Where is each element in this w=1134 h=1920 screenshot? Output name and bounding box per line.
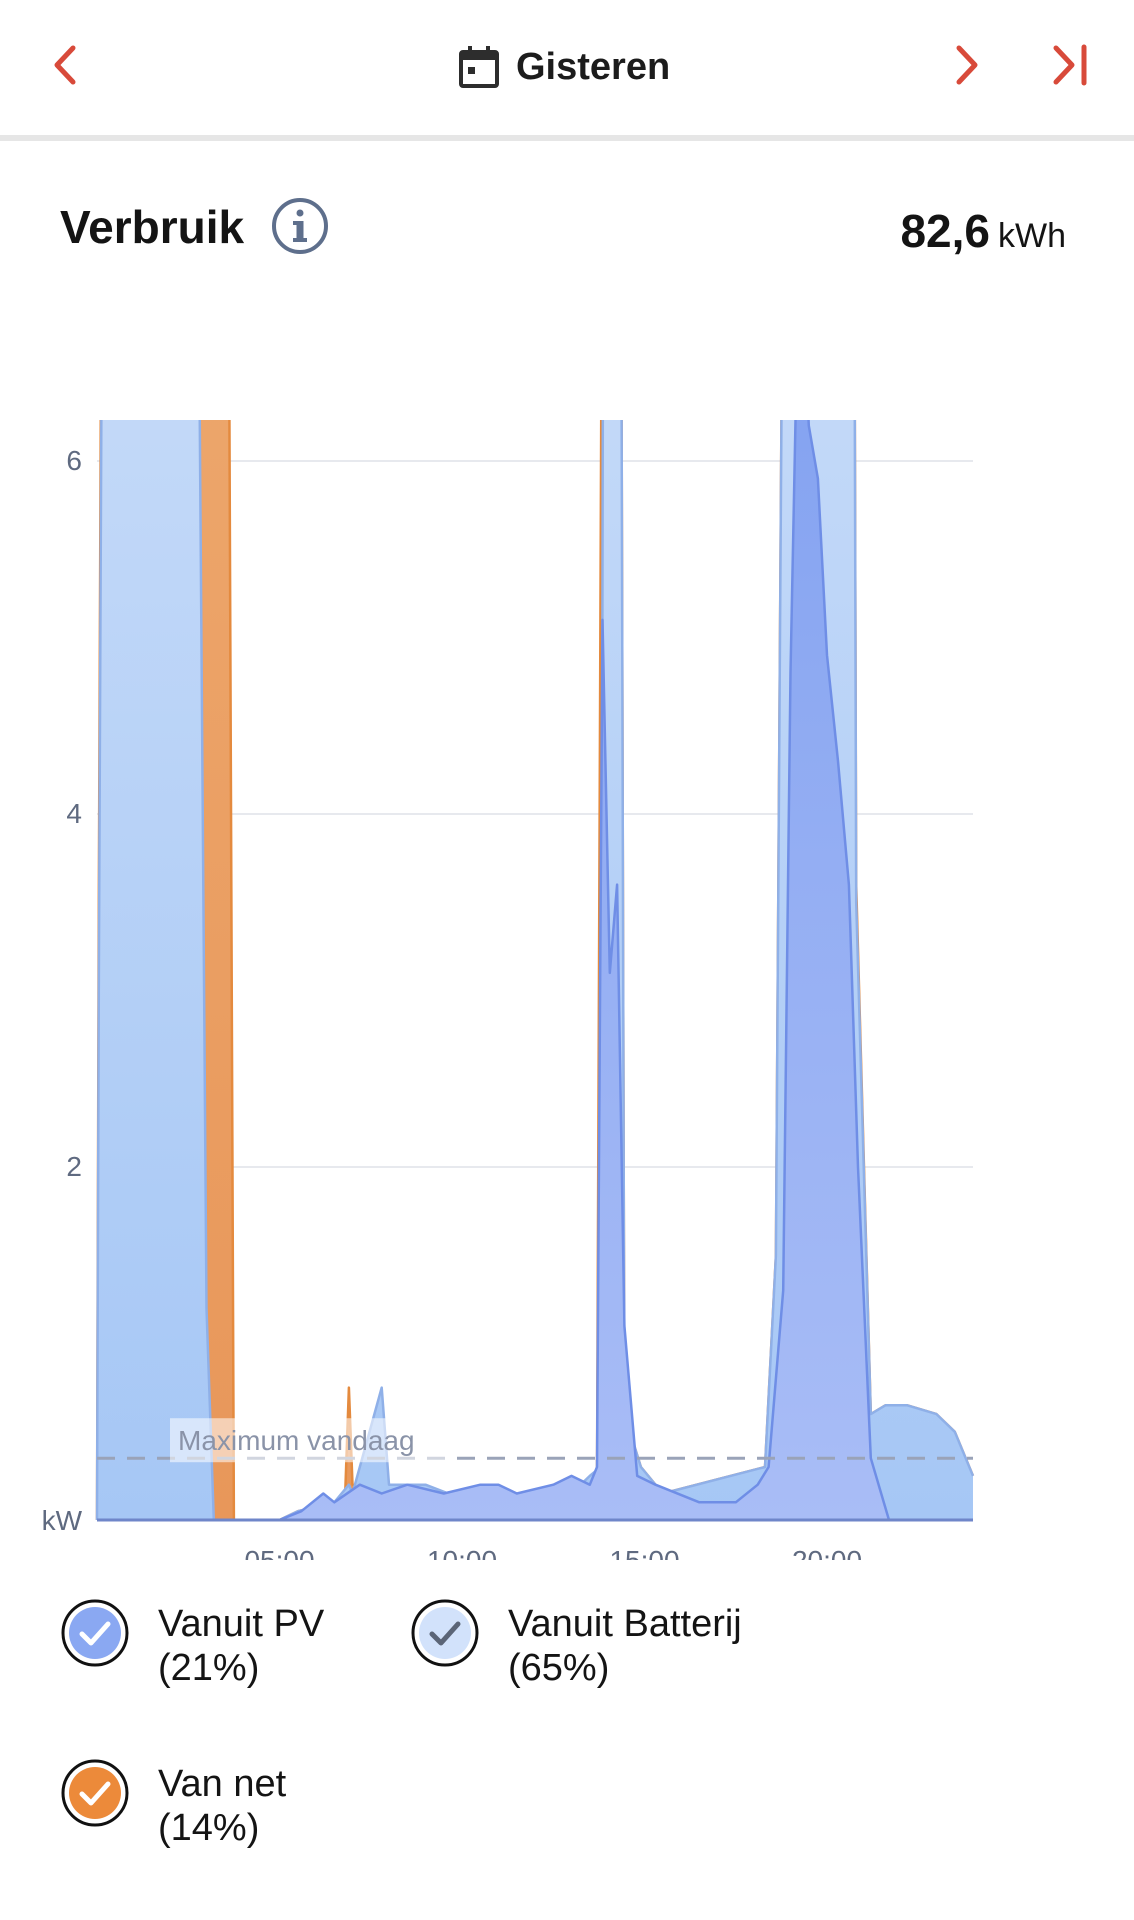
total-unit: kWh xyxy=(998,217,1066,255)
y-tick-label: 4 xyxy=(66,798,82,829)
date-label: Gisteren xyxy=(516,45,671,88)
chevron-right-icon xyxy=(956,45,978,85)
next-day-button[interactable] xyxy=(932,30,1002,100)
series-line xyxy=(97,420,973,1522)
legend-percentage: (65%) xyxy=(508,1647,610,1689)
legend-percentage: (14%) xyxy=(158,1807,260,1849)
x-tick-label: 20:00 xyxy=(792,1545,862,1560)
info-icon[interactable] xyxy=(270,196,330,256)
date-selector[interactable]: Gisteren xyxy=(458,36,670,98)
reference-label: Maximum vandaag xyxy=(178,1425,415,1456)
legend-item-battery[interactable]: Vanuit Batterij (65%) xyxy=(410,1598,742,1690)
legend-item-grid[interactable]: Van net (14%) xyxy=(60,1758,286,1850)
chevron-left-icon xyxy=(54,45,76,85)
legend-label: Vanuit PV xyxy=(158,1603,325,1645)
jump-to-today-button[interactable] xyxy=(1036,30,1106,100)
y-tick-label: 6 xyxy=(66,445,82,476)
previous-day-button[interactable] xyxy=(30,30,100,100)
skip-to-last-icon xyxy=(1053,44,1087,86)
chart-overlay: Maximum vandaag xyxy=(97,1418,973,1463)
legend-percentage: (21%) xyxy=(158,1647,260,1689)
top-bar-divider xyxy=(0,135,1134,141)
legend-label: Vanuit Batterij xyxy=(508,1603,742,1645)
x-tick-label: 05:00 xyxy=(244,1545,314,1560)
check-icon xyxy=(411,1599,479,1667)
chart-axes: 12108642kW05:0010:0015:0020:00 xyxy=(42,445,973,1560)
total-value: 82,6 xyxy=(900,205,990,257)
check-icon xyxy=(61,1759,129,1827)
consumption-chart[interactable]: Maximum vandaag 12108642kW05:0010:0015:0… xyxy=(0,420,1134,1560)
reference-label-bg xyxy=(170,1418,448,1463)
total-consumption: 82,6 kWh xyxy=(900,204,1066,258)
section-header: Verbruik 82,6 kWh xyxy=(60,192,1074,272)
section-title: Verbruik xyxy=(60,201,245,253)
x-tick-label: 10:00 xyxy=(427,1545,497,1560)
y-tick-label: 2 xyxy=(66,1151,82,1182)
y-axis-unit-label: kW xyxy=(42,1505,83,1536)
calendar-icon xyxy=(459,46,499,88)
check-icon xyxy=(61,1599,129,1667)
chart-series xyxy=(95,420,975,1522)
series-area xyxy=(97,420,973,1520)
x-tick-label: 15:00 xyxy=(609,1545,679,1560)
legend-item-pv[interactable]: Vanuit PV (21%) xyxy=(60,1598,324,1690)
top-bar: Gisteren xyxy=(0,0,1134,135)
legend-label: Van net xyxy=(158,1763,287,1805)
